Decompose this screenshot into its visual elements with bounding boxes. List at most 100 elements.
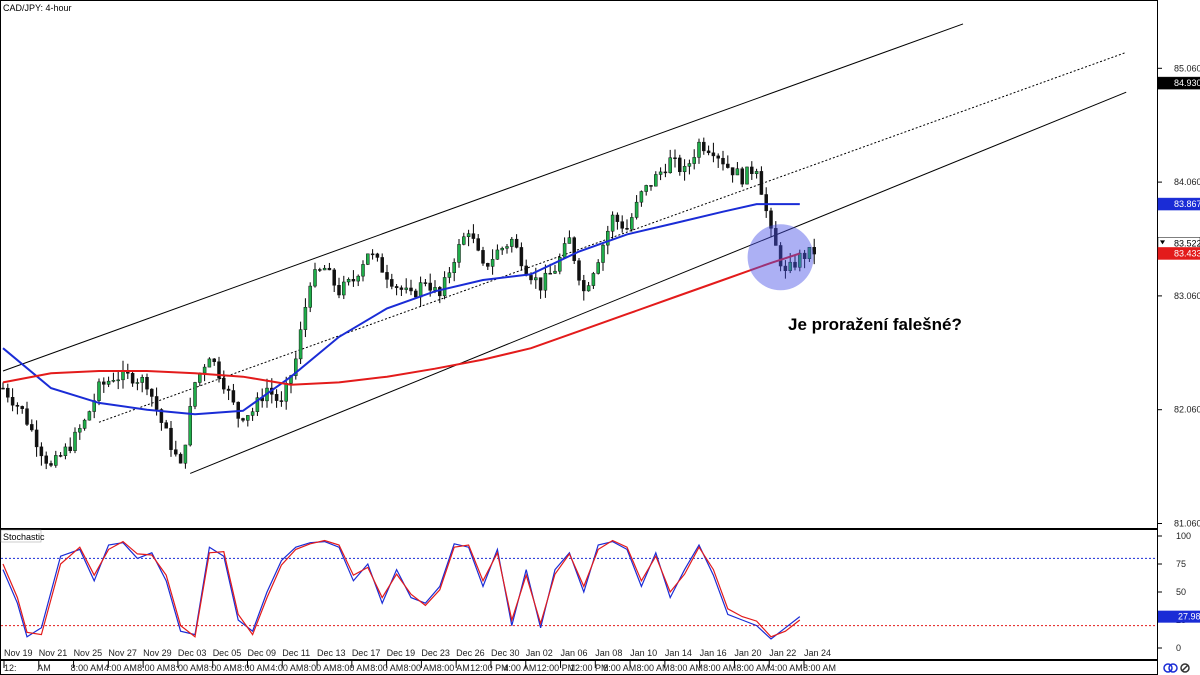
x-time-label: 4:00 AM xyxy=(104,663,137,673)
candle-body xyxy=(366,253,370,265)
candle-body xyxy=(702,141,706,152)
x-time-label: 8:00 AM xyxy=(637,663,670,673)
x-time-label: 4:00 AM xyxy=(770,663,803,673)
candle-body xyxy=(634,201,639,218)
candle-body xyxy=(361,264,365,277)
candle-body xyxy=(692,157,696,164)
price-tag-label: 83.867 xyxy=(1174,199,1200,209)
candle-body xyxy=(30,424,34,431)
chart-title: CAD/JPY: 4-hour xyxy=(3,3,72,13)
candle-body xyxy=(322,267,327,271)
x-time-label: 4:00 AM xyxy=(270,663,303,673)
x-time-label: 8:00 AM xyxy=(404,663,437,673)
x-time-label: 8:00 AM xyxy=(204,663,237,673)
candle-body xyxy=(582,280,586,292)
link-icon[interactable] xyxy=(1163,663,1178,673)
candle-body xyxy=(356,275,360,282)
highlight-circle xyxy=(747,224,814,291)
x-date-label: Dec 26 xyxy=(456,648,485,658)
x-time-label: 8:00 AM xyxy=(736,663,769,673)
title-box xyxy=(1,1,67,14)
candle-body xyxy=(226,388,231,391)
candle-body xyxy=(654,174,658,187)
candle-body xyxy=(183,444,188,464)
candle-body xyxy=(20,406,24,409)
x-time-label: 12: xyxy=(4,663,17,673)
candle-body xyxy=(682,166,687,173)
candle-body xyxy=(318,269,322,271)
candle-body xyxy=(10,397,15,406)
candle-body xyxy=(802,252,807,259)
candle-body xyxy=(529,275,533,281)
candle-body xyxy=(342,281,346,296)
candle-body xyxy=(294,358,298,376)
candle-body xyxy=(351,279,356,282)
x-date-label: Nov 29 xyxy=(143,648,172,658)
x-date-label: Jan 24 xyxy=(804,648,831,658)
candle-body xyxy=(514,238,519,248)
candle-body xyxy=(548,272,552,275)
x-date-label: Jan 20 xyxy=(734,648,761,658)
x-date-label: Dec 30 xyxy=(491,648,520,658)
price-tag xyxy=(1157,197,1200,211)
channel-line-3 xyxy=(190,91,1127,474)
candle-body xyxy=(558,257,562,272)
x-time-label: 12:00 PM xyxy=(570,663,609,673)
candle-body xyxy=(706,150,711,154)
x-date-label: Dec 11 xyxy=(282,648,310,658)
candle-body xyxy=(284,383,288,402)
x-time-label: 8:00 AM xyxy=(71,663,104,673)
candle-body xyxy=(697,141,701,158)
candle-body xyxy=(726,163,730,168)
candle-body xyxy=(370,253,375,256)
candle-body xyxy=(490,259,495,267)
candle-body xyxy=(673,157,677,159)
candle-body xyxy=(534,277,538,281)
candle-body xyxy=(116,379,120,382)
candle-body xyxy=(745,166,749,185)
candle-body xyxy=(82,419,87,429)
candle-body xyxy=(102,381,106,385)
y-tick-label: 82.060 xyxy=(1174,405,1200,415)
candle-body xyxy=(1,387,5,390)
stoch-y-tick-label: 75 xyxy=(1176,559,1186,569)
candle-body xyxy=(433,287,437,291)
candle-body xyxy=(58,455,63,457)
candle-body xyxy=(97,381,101,401)
zoom-icon[interactable] xyxy=(1180,663,1190,673)
x-date-label: Jan 22 xyxy=(769,648,796,658)
stochastic-title-box xyxy=(0,529,42,543)
candle-body xyxy=(764,194,768,212)
candle-body xyxy=(500,247,504,251)
x-time-label: 8:00 AM xyxy=(670,663,703,673)
stoch-tag-label: 27.98 xyxy=(1178,612,1200,622)
candle-body xyxy=(620,221,624,229)
x-time-label: 12:00 PM xyxy=(537,663,576,673)
candle-body xyxy=(87,411,92,421)
candle-body xyxy=(164,422,168,429)
candle-body xyxy=(202,366,207,374)
candle-body xyxy=(25,408,29,425)
candle-body xyxy=(510,238,514,247)
candle-body xyxy=(212,358,216,362)
x-date-label: Nov 21 xyxy=(39,648,68,658)
candle-body xyxy=(519,247,524,267)
candle-body xyxy=(649,185,653,187)
candle-body xyxy=(428,282,432,291)
x-date-label: Jan 08 xyxy=(595,648,622,658)
candle-body xyxy=(409,287,413,292)
candle-body xyxy=(735,168,740,176)
price-tag xyxy=(1157,247,1200,260)
candle-body xyxy=(390,279,394,287)
y-tick-label: 81.060 xyxy=(1174,519,1200,529)
candle-body xyxy=(140,377,144,383)
x-date-label: Nov 27 xyxy=(108,648,137,658)
x-date-label: Dec 05 xyxy=(213,648,242,658)
x-time-label: 8:00 AM xyxy=(304,663,337,673)
candle-body xyxy=(6,387,10,398)
candle-body xyxy=(207,358,212,368)
candle-body xyxy=(678,157,682,173)
x-time-label: 12:00 PM xyxy=(470,663,509,673)
price-tag-label: 83.522 xyxy=(1174,238,1200,248)
